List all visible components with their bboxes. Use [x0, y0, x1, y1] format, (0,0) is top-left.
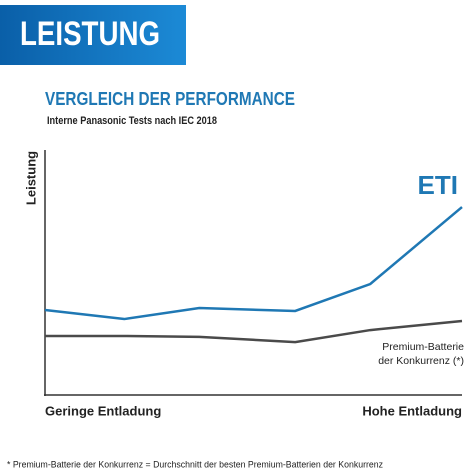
series-line [44, 206, 463, 321]
x-tick-label: Geringe Entladung [45, 403, 161, 418]
series-line [45, 319, 463, 344]
series-label: ETI [418, 170, 458, 200]
footnote: * Premium-Batterie der Konkurrenz = Durc… [7, 459, 383, 469]
series-label: Premium-Batterie der Konkurrenz (*) [378, 341, 464, 367]
x-tick-label: Hohe Entladung [362, 403, 462, 418]
y-axis-label: Leistung [23, 151, 38, 205]
header-title: LEISTUNG [20, 15, 160, 53]
header-banner [0, 5, 186, 65]
chart-subtitle: Interne Panasonic Tests nach IEC 2018 [47, 115, 217, 127]
chart-title: VERGLEICH DER PERFORMANCE [45, 89, 295, 109]
